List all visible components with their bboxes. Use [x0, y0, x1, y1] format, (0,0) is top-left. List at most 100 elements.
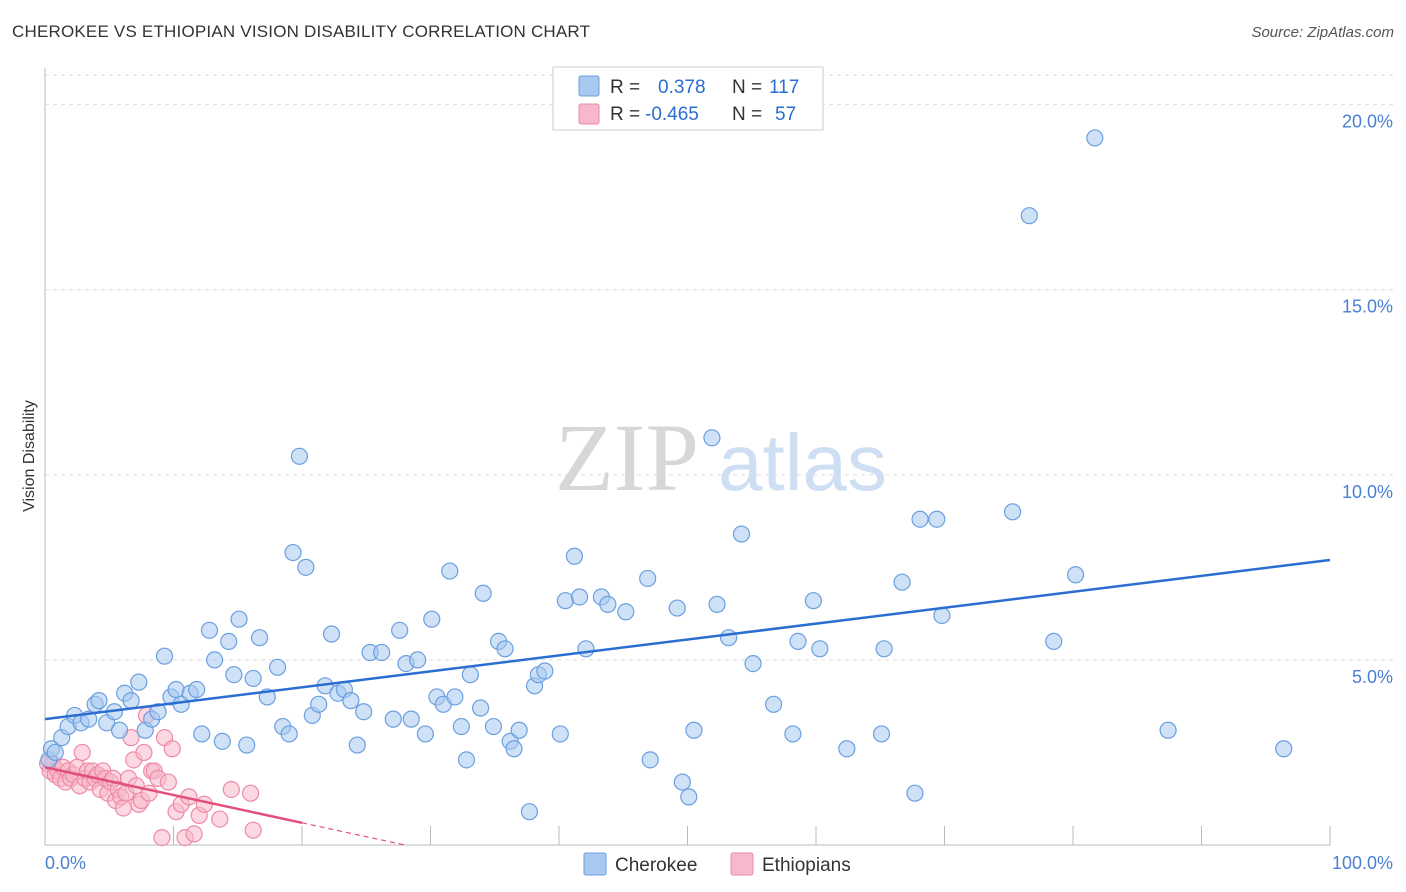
point-ethiopians-43 — [153, 828, 171, 847]
legend-swatch-ethiopians — [578, 103, 600, 125]
trend-line-ethiopians-extension — [301, 822, 405, 846]
point-cherokee-49 — [348, 736, 366, 754]
y-tick-label-1: 10.0% — [1342, 482, 1393, 502]
point-cherokee-100 — [789, 632, 807, 650]
point-cherokee-34 — [250, 629, 269, 647]
point-cherokee-14 — [122, 692, 140, 710]
point-cherokee-79 — [551, 725, 569, 743]
point-cherokee-54 — [391, 621, 409, 639]
point-cherokee-75 — [520, 803, 539, 821]
point-cherokee-67 — [472, 699, 490, 717]
point-cherokee-108 — [911, 510, 929, 528]
trend-line-ethiopians — [44, 766, 303, 825]
point-ethiopians-13 — [73, 743, 91, 762]
series-legend: Cherokee Ethiopians — [583, 852, 851, 876]
point-cherokee-57 — [409, 651, 427, 669]
point-cherokee-39 — [284, 543, 302, 562]
y-axis-tick-labels: 5.0% 10.0% 15.0% 20.0% — [1342, 112, 1393, 687]
point-cherokee-111 — [1004, 503, 1022, 521]
point-ethiopians-51 — [185, 825, 203, 843]
legend-n-label-cherokee: N = — [732, 77, 762, 98]
point-cherokee-62 — [441, 562, 459, 580]
legend-r-label-ethiopians: R = — [610, 104, 640, 125]
point-cherokee-9 — [90, 692, 108, 710]
point-cherokee-80 — [556, 592, 575, 610]
point-cherokee-95 — [720, 629, 738, 647]
legend-n-value-ethiopians: 57 — [775, 104, 796, 125]
point-cherokee-41 — [297, 558, 315, 576]
x-tick-label-min: 0.0% — [45, 853, 86, 873]
point-cherokee-48 — [342, 692, 360, 710]
point-cherokee-73 — [505, 740, 523, 758]
point-cherokee-56 — [402, 710, 420, 728]
y-axis-label: Vision Disability — [21, 400, 38, 512]
point-cherokee-102 — [811, 640, 829, 658]
point-ethiopians-29 — [114, 799, 132, 817]
point-cherokee-27 — [206, 651, 224, 669]
point-ethiopians-45 — [159, 773, 177, 791]
point-cherokee-92 — [685, 721, 703, 739]
point-ethiopians-37 — [135, 743, 153, 762]
point-cherokee-50 — [355, 703, 373, 721]
point-cherokee-30 — [225, 666, 243, 684]
series-legend-swatch-ethiopians — [730, 852, 754, 876]
point-cherokee-19 — [155, 647, 174, 665]
chart-title: CHEROKEE VS ETHIOPIAN VISION DISABILITY … — [12, 22, 591, 41]
legend-swatch-cherokee — [578, 75, 600, 97]
point-cherokee-12 — [110, 721, 129, 739]
point-cherokee-98 — [764, 695, 783, 713]
point-cherokee-97 — [744, 655, 762, 673]
point-cherokee-88 — [641, 751, 659, 769]
point-cherokee-69 — [484, 717, 503, 736]
point-cherokee-91 — [680, 788, 698, 806]
point-cherokee-68 — [474, 584, 492, 602]
point-ethiopians-57 — [244, 821, 262, 839]
point-cherokee-29 — [220, 632, 238, 650]
point-cherokee-52 — [373, 643, 391, 662]
point-cherokee-26 — [200, 621, 219, 639]
point-cherokee-63 — [446, 688, 464, 706]
point-cherokee-36 — [268, 658, 287, 676]
y-tick-label-0: 5.0% — [1352, 667, 1393, 687]
grid-lines — [45, 74, 1393, 661]
point-ethiopians-54 — [211, 810, 229, 828]
point-cherokee-53 — [384, 710, 402, 728]
point-cherokee-24 — [188, 680, 206, 699]
point-ethiopians-56 — [242, 784, 260, 802]
point-cherokee-40 — [290, 447, 309, 465]
point-cherokee-106 — [893, 573, 911, 591]
point-cherokee-45 — [322, 625, 341, 643]
series-legend-label-cherokee: Cherokee — [615, 855, 697, 876]
point-cherokee-65 — [457, 751, 476, 769]
point-cherokee-43 — [310, 695, 328, 713]
point-cherokee-101 — [804, 592, 823, 610]
y-tick-label-3: 20.0% — [1342, 112, 1393, 132]
point-cherokee-105 — [875, 640, 893, 658]
watermark-zip: ZIP — [555, 404, 699, 511]
legend-n-label-ethiopians: N = — [732, 104, 762, 125]
point-cherokee-2 — [46, 743, 64, 762]
x-tick-label-max: 100.0% — [1332, 853, 1393, 873]
point-ethiopians-53 — [195, 795, 213, 813]
point-cherokee-87 — [639, 569, 657, 588]
series-cherokee-points — [40, 129, 1293, 821]
source-label: Source: ZipAtlas.com — [1251, 24, 1394, 41]
point-cherokee-89 — [668, 599, 686, 617]
point-cherokee-83 — [577, 640, 595, 658]
x-axis-ticks: 0.0% 100.0% — [44, 826, 1393, 873]
point-cherokee-82 — [570, 588, 589, 606]
point-cherokee-112 — [1020, 207, 1038, 225]
point-ethiopians-46 — [163, 740, 181, 758]
correlation-legend: R = 0.378 N = 117 R = -0.465 N = 57 — [552, 66, 824, 131]
point-cherokee-86 — [617, 603, 635, 621]
trend-line-cherokee — [44, 558, 1331, 721]
point-cherokee-32 — [238, 736, 256, 754]
point-cherokee-116 — [1159, 721, 1177, 739]
point-cherokee-85 — [599, 595, 617, 613]
point-cherokee-107 — [906, 784, 924, 802]
point-cherokee-64 — [452, 717, 470, 736]
point-cherokee-96 — [732, 525, 751, 543]
point-cherokee-33 — [244, 669, 262, 688]
point-ethiopians-55 — [222, 780, 240, 799]
